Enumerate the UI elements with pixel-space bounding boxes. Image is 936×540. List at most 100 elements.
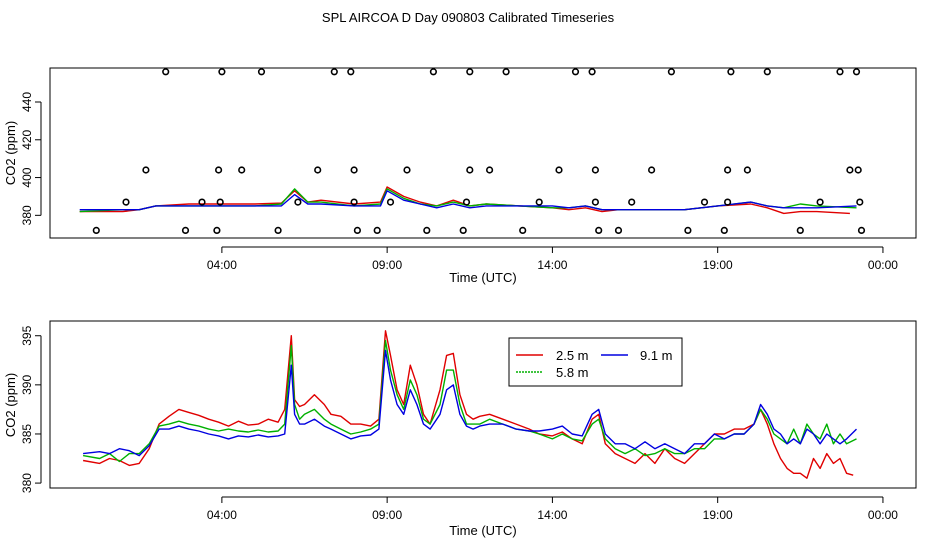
data-point: [162, 68, 170, 76]
data-point: [723, 198, 732, 206]
x-tick-label: 09:00: [372, 258, 402, 272]
data-point: [836, 68, 844, 76]
data-point: [591, 166, 600, 174]
data-point: [763, 68, 771, 76]
x-tick-label: 04:00: [207, 258, 237, 272]
data-point: [486, 166, 494, 174]
data-point: [330, 68, 338, 76]
y-tick-label: 390: [20, 375, 34, 395]
x-tick-label: 14:00: [537, 508, 567, 522]
legend-label-5-8: 5.8 m: [556, 365, 589, 380]
bottom-y-axis: 380 385 390 395: [20, 325, 42, 493]
data-point: [595, 226, 603, 234]
x-tick-label: 00:00: [868, 258, 898, 272]
bottom-plot-frame: [49, 320, 917, 489]
top-y-axis: 380 400 420 440: [20, 92, 42, 225]
data-point: [92, 226, 100, 234]
y-tick-label: 400: [20, 167, 34, 187]
data-point: [816, 198, 824, 206]
x-tick-label: 04:00: [207, 508, 237, 522]
data-point: [856, 198, 864, 206]
data-point: [238, 166, 246, 174]
y-tick-label: 395: [20, 325, 34, 345]
data-point: [462, 198, 471, 206]
x-tick-label: 09:00: [372, 508, 402, 522]
data-point: [743, 166, 752, 174]
data-point: [213, 226, 221, 234]
data-point: [647, 166, 656, 174]
legend-label-2-5: 2.5 m: [556, 348, 589, 363]
y-tick-label: 380: [20, 205, 34, 225]
series-line-9-1-m: [83, 349, 857, 457]
y-tick-label: 440: [20, 92, 34, 112]
bottom-plot-marks: [82, 330, 857, 479]
data-point: [857, 226, 866, 234]
y-tick-label: 380: [20, 473, 34, 493]
data-point: [350, 198, 358, 206]
top-x-axis: 04:00 09:00 14:00 19:00 00:00: [207, 246, 898, 272]
data-point: [215, 166, 223, 174]
data-point: [535, 198, 543, 206]
data-point: [555, 166, 563, 174]
data-point: [571, 68, 580, 76]
data-point: [591, 198, 600, 206]
data-point: [700, 198, 709, 206]
bottom-y-axis-label: CO2 (ppm): [3, 373, 18, 437]
data-point: [218, 68, 226, 76]
data-point: [257, 68, 266, 76]
y-tick-label: 420: [20, 129, 34, 149]
data-point: [314, 166, 322, 174]
bottom-x-axis: 04:00 09:00 14:00 19:00 00:00: [207, 496, 898, 522]
top-plot-marks: [79, 68, 866, 234]
data-point: [852, 68, 861, 76]
data-point: [502, 68, 510, 76]
data-point: [350, 166, 358, 174]
data-point: [423, 226, 431, 234]
data-point: [466, 166, 474, 174]
bottom-panel: 04:00 09:00 14:00 19:00 00:00 380 385 390 395 T…: [3, 320, 917, 538]
data-point: [796, 226, 804, 234]
data-point: [216, 198, 224, 206]
legend: 2.5 m 9.1 m 5.8 m: [508, 337, 683, 387]
data-point: [198, 198, 206, 206]
data-point: [614, 226, 623, 234]
top-y-axis-label: CO2 (ppm): [3, 121, 18, 185]
data-point: [142, 166, 150, 174]
data-point: [181, 226, 190, 234]
legend-label-9-1: 9.1 m: [640, 348, 673, 363]
data-point: [588, 68, 596, 76]
data-point: [353, 226, 362, 234]
data-point: [628, 198, 636, 206]
x-tick-label: 19:00: [703, 258, 733, 272]
data-point: [727, 68, 735, 76]
data-point: [347, 68, 355, 76]
data-point: [466, 68, 474, 76]
data-point: [459, 226, 467, 234]
top-x-axis-label: Time (UTC): [449, 270, 516, 285]
series-line-5-8-m: [82, 339, 857, 463]
data-point: [723, 166, 732, 174]
data-point: [386, 198, 395, 206]
data-point: [274, 226, 282, 234]
x-tick-label: 19:00: [703, 508, 733, 522]
data-point: [684, 226, 692, 234]
data-point: [294, 198, 302, 206]
data-point: [720, 226, 728, 234]
top-panel: 04:00 09:00 14:00 19:00 00:00 380 400 420 440 T…: [3, 67, 917, 285]
data-point: [373, 226, 381, 234]
data-point: [403, 166, 411, 174]
legend-box: [508, 337, 683, 387]
x-tick-label: 00:00: [868, 508, 898, 522]
chart-title: SPL AIRCOA D Day 090803 Calibrated Times…: [322, 10, 615, 25]
data-point: [846, 166, 854, 174]
x-tick-label: 14:00: [537, 258, 567, 272]
top-plot-frame: [49, 67, 917, 239]
data-point: [667, 68, 676, 76]
series-line-2-5-m: [82, 330, 854, 479]
data-point: [519, 226, 527, 234]
bottom-x-axis-label: Time (UTC): [449, 523, 516, 538]
data-point: [854, 166, 862, 174]
y-tick-label: 385: [20, 424, 34, 444]
data-point: [429, 68, 438, 76]
